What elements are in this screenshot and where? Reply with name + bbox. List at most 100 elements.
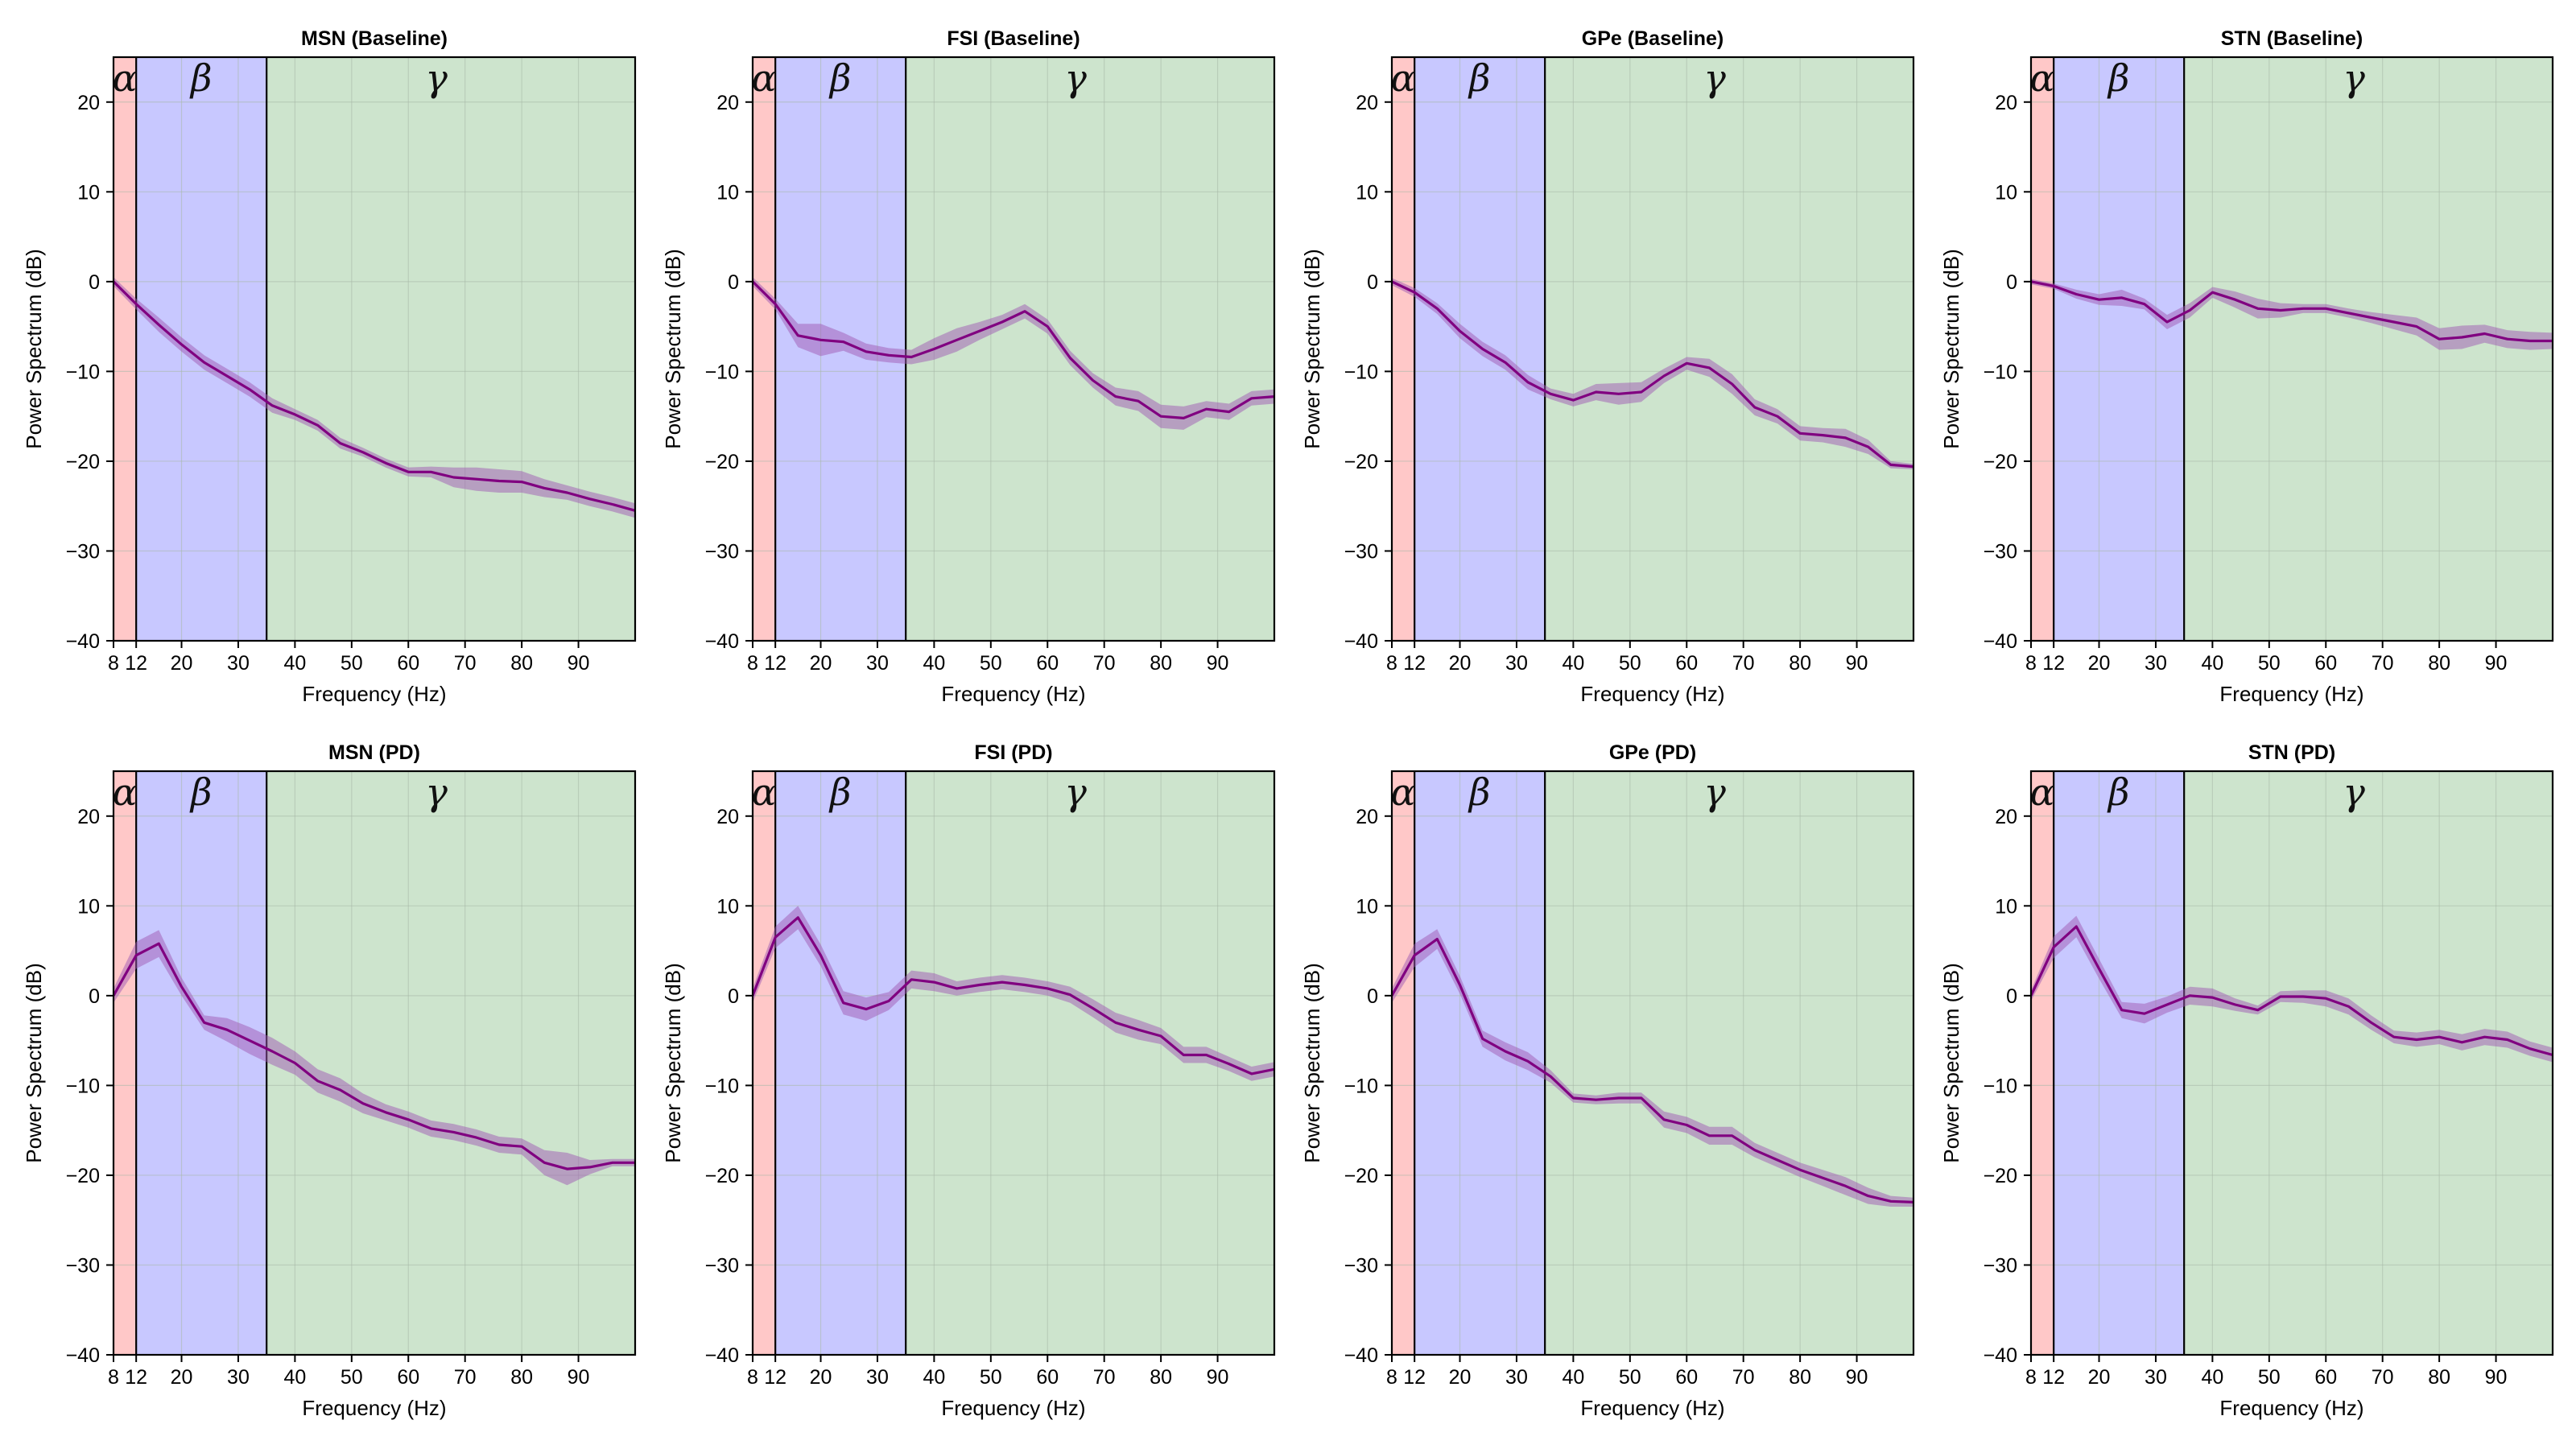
alpha-band-label: α [113, 770, 138, 814]
x-tick-label: 30 [866, 652, 889, 675]
x-tick-label: 20 [1449, 1366, 1472, 1389]
chart-panel-1: α β γ 8 12 20 30 40 50 60 70 80 90 20 10 0 −10 −20 −30 −40 F… [22, 27, 637, 706]
x-tick-label: 40 [2201, 1366, 2223, 1389]
x-axis-label: Frequency (Hz) [302, 682, 446, 706]
y-tick-label: −30 [705, 1254, 739, 1277]
axes-frame [2029, 56, 2554, 642]
series-spread-band [2031, 279, 2553, 350]
y-tick-label: 10 [1995, 181, 2017, 204]
series-spread-band [753, 906, 1274, 1081]
axes-frame [1390, 770, 1915, 1356]
x-tick-label: 8 [108, 652, 119, 675]
gamma-band-region [266, 771, 635, 1355]
x-tick-label: 30 [227, 652, 250, 675]
x-tick-label: 30 [866, 1366, 889, 1389]
y-tick-label: 10 [1356, 895, 1378, 918]
y-tick-label: 20 [1995, 806, 2017, 828]
y-tick-label: 0 [728, 985, 739, 1008]
x-tick-label: 60 [2314, 1366, 2337, 1389]
x-tick-label: 90 [1207, 1366, 1229, 1389]
alpha-band-label: α [2030, 56, 2055, 100]
y-tick-label: 20 [1995, 92, 2017, 114]
y-tick-label: −30 [1984, 540, 2017, 563]
alpha-band-region [114, 771, 137, 1355]
y-tick-label: 20 [716, 92, 739, 114]
x-tick-label: 20 [810, 1366, 832, 1389]
y-tick-label: −30 [705, 540, 739, 563]
beta-band-region [136, 771, 267, 1355]
x-tick-label: 90 [2485, 652, 2508, 675]
x-tick-label: 30 [1505, 652, 1528, 675]
y-tick-label: −20 [66, 1165, 100, 1187]
gamma-band-label: γ [1703, 56, 1726, 100]
x-tick-label: 12 [2042, 652, 2065, 675]
y-tick-label: −30 [66, 540, 100, 563]
y-tick-label: 0 [1367, 985, 1378, 1008]
gamma-band-label: γ [1064, 770, 1087, 814]
y-tick-label: 10 [1356, 181, 1378, 204]
chart-title: MSN (PD) [328, 741, 420, 764]
x-tick-label: 12 [1403, 1366, 1426, 1389]
x-tick-label: 12 [125, 1366, 147, 1389]
y-tick-label: 10 [716, 895, 739, 918]
y-tick-label: 0 [89, 271, 100, 294]
y-tick-label: −40 [1984, 630, 2017, 653]
beta-band-region [2054, 57, 2185, 641]
y-tick-label: 0 [1367, 271, 1378, 294]
alpha-band-region [2031, 771, 2054, 1355]
alpha-band-label: α [113, 56, 138, 100]
x-tick-label: 70 [1093, 652, 1116, 675]
y-tick-label: 10 [77, 181, 100, 204]
y-tick-label: −10 [66, 1075, 100, 1097]
x-tick-label: 40 [1562, 652, 1584, 675]
gamma-band-region [1545, 771, 1913, 1355]
gamma-band-region [2184, 57, 2553, 641]
chart-panel-3: α β γ 8 12 20 30 40 50 60 70 80 90 20 10 0 −10 −20 −30 −40 F… [1300, 27, 1915, 706]
series-line [114, 280, 635, 512]
y-axis-label: Power Spectrum (dB) [661, 249, 685, 449]
x-tick-label: 8 [2025, 1366, 2037, 1389]
x-tick-label: 50 [980, 652, 1002, 675]
axes-frame [751, 56, 1276, 642]
y-tick-label: −40 [1344, 1344, 1378, 1367]
alpha-band-region [753, 771, 776, 1355]
series-spread-band [1392, 929, 1913, 1207]
y-axis-label: Power Spectrum (dB) [22, 249, 46, 449]
chart-panel-7: α β γ 8 12 20 30 40 50 60 70 80 90 20 10 0 −10 −20 −30 −40 F… [1300, 741, 1915, 1420]
x-tick-label: 90 [1846, 1366, 1868, 1389]
x-tick-label: 90 [1207, 652, 1229, 675]
x-axis-label: Frequency (Hz) [302, 1396, 446, 1420]
x-tick-label: 60 [1675, 652, 1698, 675]
gamma-band-label: γ [425, 770, 448, 814]
y-tick-label: −20 [1344, 451, 1378, 473]
x-tick-label: 12 [2042, 1366, 2065, 1389]
beta-band-region [2054, 771, 2185, 1355]
y-tick-label: 20 [1356, 806, 1378, 828]
y-tick-label: −10 [1984, 1075, 2017, 1097]
x-tick-label: 8 [1386, 652, 1397, 675]
x-axis-label: Frequency (Hz) [2219, 1396, 2363, 1420]
y-tick-label: −30 [1984, 1254, 2017, 1277]
x-tick-label: 70 [454, 652, 477, 675]
y-tick-label: 20 [716, 806, 739, 828]
gamma-band-region [2184, 771, 2553, 1355]
gamma-band-label: γ [2343, 770, 2365, 814]
series-line [1392, 280, 1913, 469]
chart-panel-4: α β γ 8 12 20 30 40 50 60 70 80 90 20 10 0 −10 −20 −30 −40 F… [1939, 27, 2554, 706]
beta-band-label: β [1468, 56, 1491, 100]
gamma-band-label: γ [1703, 770, 1726, 814]
x-tick-label: 80 [1150, 1366, 1172, 1389]
x-tick-label: 80 [1789, 1366, 1811, 1389]
x-tick-label: 80 [2428, 1366, 2450, 1389]
chart-panel-5: α β γ 8 12 20 30 40 50 60 70 80 90 20 10 0 −10 −20 −30 −40 F… [22, 741, 637, 1420]
y-tick-label: 0 [2006, 985, 2017, 1008]
x-tick-label: 20 [2088, 652, 2111, 675]
y-tick-label: −20 [1984, 451, 2017, 473]
y-tick-label: −20 [66, 451, 100, 473]
x-tick-label: 30 [2145, 1366, 2167, 1389]
x-tick-label: 70 [1732, 652, 1755, 675]
x-tick-label: 60 [1036, 652, 1059, 675]
y-tick-label: 10 [77, 895, 100, 918]
x-tick-label: 60 [397, 1366, 419, 1389]
beta-band-label: β [189, 56, 213, 100]
